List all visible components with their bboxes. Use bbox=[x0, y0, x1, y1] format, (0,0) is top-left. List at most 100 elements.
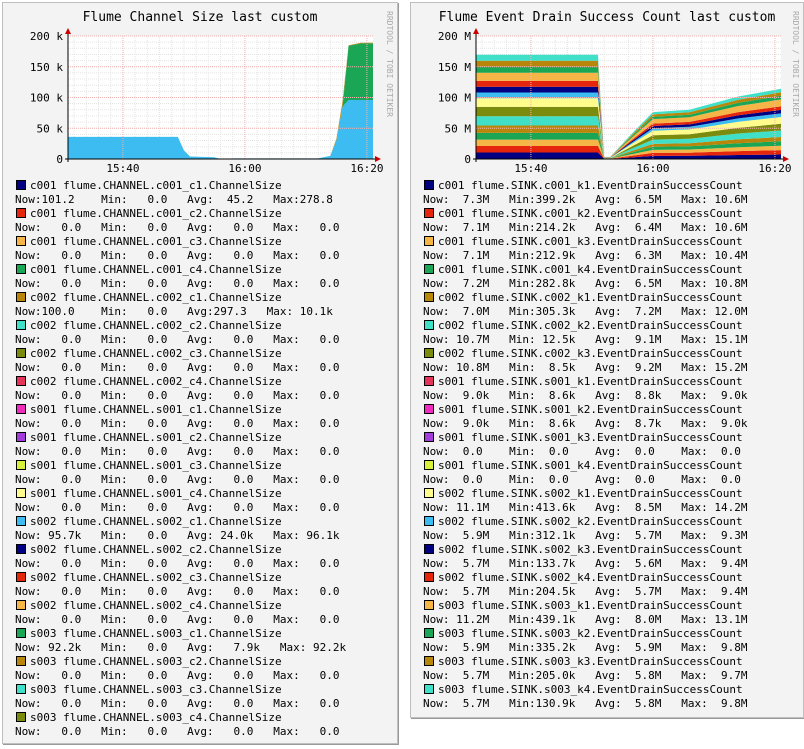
legend-stats: Now:100.0 Min: 0.0 Avg:297.3 Max: 10.1k bbox=[15, 305, 333, 318]
legend-series-label: s003 flume.SINK.s003_k2.EventDrainSucces… bbox=[438, 627, 743, 640]
legend-item: s003 flume.SINK.s003_k2.EventDrainSucces… bbox=[423, 627, 748, 655]
legend-series-label: s001 flume.CHANNEL.s001_c3.ChannelSize bbox=[30, 459, 282, 472]
legend-color-swatch bbox=[16, 292, 26, 302]
y-tick-label: 50 M bbox=[445, 122, 472, 135]
legend-series-label: s003 flume.SINK.s003_k1.EventDrainSucces… bbox=[438, 599, 743, 612]
legend-series-row: c001 flume.CHANNEL.c001_c4.ChannelSize bbox=[15, 263, 346, 277]
legend-item: c001 flume.CHANNEL.c001_c1.ChannelSize No… bbox=[15, 179, 346, 207]
legend-series-label: s002 flume.CHANNEL.s002_c2.ChannelSize bbox=[30, 543, 282, 556]
legend-item: c001 flume.SINK.c001_k4.EventDrainSucces… bbox=[423, 263, 748, 291]
legend-series-row: s003 flume.SINK.s003_k2.EventDrainSucces… bbox=[423, 627, 748, 641]
legend-stats: Now: 7.2M Min:282.8k Avg: 6.5M Max: 10.8… bbox=[423, 277, 748, 290]
legend-stats: Now: 0.0 Min: 0.0 Avg: 0.0 Max: 0.0 bbox=[423, 445, 741, 458]
legend-series-label: s001 flume.SINK.s001_k2.EventDrainSucces… bbox=[438, 403, 743, 416]
legend-color-swatch bbox=[424, 404, 434, 414]
y-axis-arrow bbox=[65, 28, 71, 34]
legend-stats: Now: 0.0 Min: 0.0 Avg: 0.0 Max: 0.0 bbox=[423, 473, 741, 486]
legend-series-row: c002 flume.SINK.c002_k2.EventDrainSucces… bbox=[423, 319, 748, 333]
legend-series-row: c001 flume.SINK.c001_k2.EventDrainSucces… bbox=[423, 207, 748, 221]
legend-item: s002 flume.CHANNEL.s002_c3.ChannelSize No… bbox=[15, 571, 346, 599]
series-area-6 bbox=[476, 106, 781, 159]
legend-series-row: s003 flume.SINK.s003_k4.EventDrainSucces… bbox=[423, 683, 748, 697]
series-area-2 bbox=[476, 139, 781, 159]
legend-series-label: s002 flume.SINK.s002_k4.EventDrainSucces… bbox=[438, 571, 743, 584]
legend-series-label: s003 flume.CHANNEL.s003_c2.ChannelSize bbox=[30, 655, 282, 668]
legend-item: s001 flume.CHANNEL.s001_c1.ChannelSize No… bbox=[15, 403, 346, 431]
x-tick-label: 16:00 bbox=[228, 162, 261, 175]
legend-item: s001 flume.CHANNEL.s001_c4.ChannelSize No… bbox=[15, 487, 346, 515]
legend-item: c001 flume.SINK.c001_k2.EventDrainSucces… bbox=[423, 207, 748, 235]
series-area-3 bbox=[476, 132, 781, 159]
legend-series-row: s002 flume.SINK.s002_k4.EventDrainSucces… bbox=[423, 571, 748, 585]
legend-stats: Now: 5.9M Min:312.1k Avg: 5.7M Max: 9.3M bbox=[423, 529, 748, 542]
legend-item: c002 flume.SINK.c002_k3.EventDrainSucces… bbox=[423, 347, 748, 375]
legend-series-row: s002 flume.SINK.s002_k2.EventDrainSucces… bbox=[423, 515, 748, 529]
legend-series-label: s003 flume.SINK.s003_k3.EventDrainSucces… bbox=[438, 655, 743, 668]
legend-color-swatch bbox=[16, 460, 26, 470]
legend-series-label: s003 flume.SINK.s003_k4.EventDrainSucces… bbox=[438, 683, 743, 696]
legend-item: c001 flume.SINK.c001_k1.EventDrainSucces… bbox=[423, 179, 748, 207]
drain-count-chart-panel: Flume Event Drain Success Count last cus… bbox=[410, 2, 804, 718]
legend-series-row: s002 flume.CHANNEL.s002_c2.ChannelSize bbox=[15, 543, 346, 557]
legend-series-row: s003 flume.CHANNEL.s003_c3.ChannelSize bbox=[15, 683, 346, 697]
legend-series-label: c001 flume.SINK.c001_k3.EventDrainSucces… bbox=[438, 235, 743, 248]
legend-stats: Now: 10.8M Min: 8.5k Avg: 9.2M Max: 15.2… bbox=[423, 361, 748, 374]
legend-series-row: c001 flume.CHANNEL.c001_c3.ChannelSize bbox=[15, 235, 346, 249]
legend-stats: Now: 92.2k Min: 0.0 Avg: 7.9k Max: 92.2k bbox=[15, 641, 347, 654]
series-area-5 bbox=[476, 116, 781, 159]
legend-series-row: s001 flume.SINK.s001_k4.EventDrainSucces… bbox=[423, 459, 748, 473]
legend-item: s003 flume.CHANNEL.s003_c3.ChannelSize No… bbox=[15, 683, 346, 711]
legend-series-row: c002 flume.SINK.c002_k1.EventDrainSucces… bbox=[423, 291, 748, 305]
legend-item: s003 flume.CHANNEL.s003_c1.ChannelSize No… bbox=[15, 627, 346, 655]
legend-series-label: c002 flume.SINK.c002_k1.EventDrainSucces… bbox=[438, 291, 743, 304]
legend-series-row: s001 flume.CHANNEL.s001_c1.ChannelSize bbox=[15, 403, 346, 417]
legend-series-label: s001 flume.SINK.s001_k1.EventDrainSucces… bbox=[438, 375, 743, 388]
y-axis-arrow bbox=[473, 28, 479, 34]
x-tick-label: 16:20 bbox=[758, 162, 791, 175]
y-tick-label: 100 M bbox=[438, 92, 471, 105]
legend-color-swatch bbox=[16, 516, 26, 526]
legend-color-swatch bbox=[16, 180, 26, 190]
drain-count-legend: c001 flume.SINK.c001_k1.EventDrainSucces… bbox=[423, 179, 748, 711]
legend-series-row: c002 flume.SINK.c002_k3.EventDrainSucces… bbox=[423, 347, 748, 361]
x-axis-arrow bbox=[783, 156, 789, 162]
legend-stats: Now: 7.0M Min:305.3k Avg: 7.2M Max: 12.0… bbox=[423, 305, 748, 318]
legend-color-swatch bbox=[424, 236, 434, 246]
legend-series-row: c002 flume.CHANNEL.c002_c3.ChannelSize bbox=[15, 347, 346, 361]
legend-item: c002 flume.SINK.c002_k2.EventDrainSucces… bbox=[423, 319, 748, 347]
legend-item: s002 flume.SINK.s002_k3.EventDrainSucces… bbox=[423, 543, 748, 571]
legend-color-swatch bbox=[16, 712, 26, 722]
legend-color-swatch bbox=[16, 236, 26, 246]
legend-item: s002 flume.CHANNEL.s002_c2.ChannelSize No… bbox=[15, 543, 346, 571]
legend-series-row: s003 flume.SINK.s003_k1.EventDrainSucces… bbox=[423, 599, 748, 613]
y-tick-label: 200 M bbox=[438, 30, 471, 43]
legend-series-label: s001 flume.SINK.s001_k3.EventDrainSucces… bbox=[438, 431, 743, 444]
legend-stats: Now: 5.7M Min:204.5k Avg: 5.7M Max: 9.4M bbox=[423, 585, 748, 598]
legend-item: s002 flume.SINK.s002_k4.EventDrainSucces… bbox=[423, 571, 748, 599]
legend-series-label: s002 flume.CHANNEL.s002_c4.ChannelSize bbox=[30, 599, 282, 612]
chart-title: Flume Channel Size last custom bbox=[83, 10, 318, 25]
legend-series-label: c001 flume.CHANNEL.c001_c2.ChannelSize bbox=[30, 207, 282, 220]
legend-stats: Now: 0.0 Min: 0.0 Avg: 0.0 Max: 0.0 bbox=[15, 725, 340, 738]
legend-series-row: c002 flume.CHANNEL.c002_c4.ChannelSize bbox=[15, 375, 346, 389]
legend-color-swatch bbox=[16, 488, 26, 498]
legend-stats: Now: 0.0 Min: 0.0 Avg: 0.0 Max: 0.0 bbox=[15, 501, 340, 514]
legend-item: s002 flume.SINK.s002_k1.EventDrainSucces… bbox=[423, 487, 748, 515]
legend-stats: Now: 0.0 Min: 0.0 Avg: 0.0 Max: 0.0 bbox=[15, 613, 340, 626]
legend-stats: Now: 11.1M Min:413.6k Avg: 8.5M Max: 14.… bbox=[423, 501, 748, 514]
x-tick-label: 16:20 bbox=[350, 162, 383, 175]
legend-stats: Now: 0.0 Min: 0.0 Avg: 0.0 Max: 0.0 bbox=[15, 585, 340, 598]
y-tick-label: 50 k bbox=[37, 122, 64, 135]
legend-stats: Now: 0.0 Min: 0.0 Avg: 0.0 Max: 0.0 bbox=[15, 361, 340, 374]
legend-color-swatch bbox=[424, 656, 434, 666]
legend-color-swatch bbox=[424, 348, 434, 358]
series-area-0 bbox=[68, 100, 373, 159]
legend-item: s001 flume.CHANNEL.s001_c3.ChannelSize No… bbox=[15, 459, 346, 487]
legend-stats: Now: 0.0 Min: 0.0 Avg: 0.0 Max: 0.0 bbox=[15, 697, 340, 710]
legend-item: c001 flume.CHANNEL.c001_c3.ChannelSize No… bbox=[15, 235, 346, 263]
legend-series-label: c002 flume.SINK.c002_k2.EventDrainSucces… bbox=[438, 319, 743, 332]
legend-stats: Now: 95.7k Min: 0.0 Avg: 24.0k Max: 96.1… bbox=[15, 529, 340, 542]
legend-series-label: c001 flume.SINK.c001_k4.EventDrainSucces… bbox=[438, 263, 743, 276]
legend-series-row: s002 flume.SINK.s002_k1.EventDrainSucces… bbox=[423, 487, 748, 501]
legend-color-swatch bbox=[424, 376, 434, 386]
